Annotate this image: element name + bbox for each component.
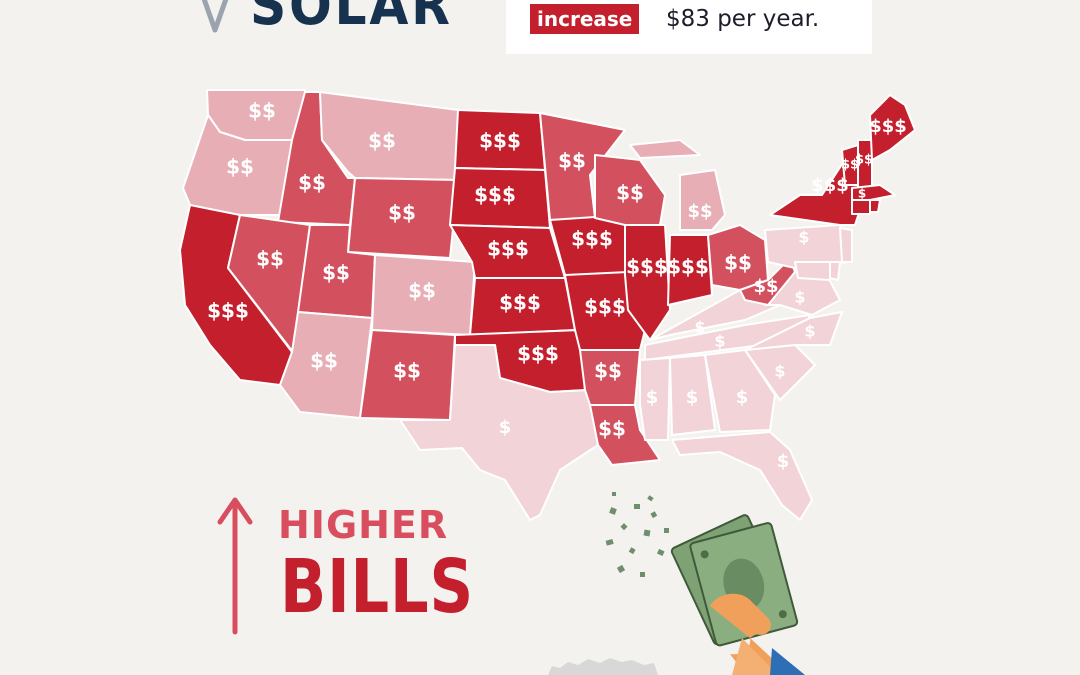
state-md (794, 261, 831, 281)
state-label-il: $$$ (626, 255, 668, 279)
state-label-mi: $$ (687, 201, 712, 222)
state-label-ma: $ (858, 187, 866, 201)
state-label-ky: $ (694, 318, 705, 337)
state-label-sc: $ (774, 362, 785, 381)
labels-layer: $$$$$$$$$$$$$$$$$$$$$$$$$$$$$$$$$$$$$$$$… (207, 99, 907, 473)
state-label-sd: $$$ (474, 183, 516, 207)
state-ma (851, 184, 896, 201)
state-label-al: $ (686, 387, 699, 408)
state-label-ut: $$ (322, 261, 350, 285)
state-mi (629, 139, 726, 231)
state-label-id: $$ (298, 171, 326, 195)
state-wv (739, 257, 796, 306)
state-label-ar: $$ (594, 359, 622, 383)
state-label-wa: $$ (248, 99, 276, 123)
state-label-va: $ (794, 288, 805, 307)
states-layer (179, 89, 916, 521)
state-label-ia: $$$ (571, 227, 613, 251)
state-de (829, 261, 841, 281)
state-ct (851, 199, 871, 215)
state-label-nv: $$ (256, 247, 284, 271)
state-label-or: $$ (226, 155, 254, 179)
hand (710, 593, 805, 675)
state-ms (639, 357, 671, 441)
state-label-az: $$ (310, 349, 338, 373)
state-la (589, 404, 661, 466)
state-label-pa: $ (798, 228, 809, 247)
state-label-mo: $$$ (584, 295, 626, 319)
up-arrow-icon (217, 497, 253, 635)
state-label-ny: $$$ (811, 175, 849, 196)
state-al (669, 354, 716, 436)
state-label-wy: $$ (388, 201, 416, 225)
state-label-la: $$ (598, 417, 626, 441)
state-label-wi: $$ (616, 181, 644, 205)
state-label-mt: $$ (368, 129, 396, 153)
state-label-ok: $$$ (517, 342, 559, 366)
state-label-me: $$$ (869, 116, 907, 137)
state-tx (399, 344, 599, 521)
state-fl (671, 431, 813, 521)
state-ga (704, 349, 776, 433)
state-label-ga: $ (736, 387, 749, 408)
bills-label: BILLS (280, 544, 474, 630)
state-label-ms: $ (646, 387, 659, 408)
state-nc (744, 311, 843, 351)
state-in (667, 234, 713, 306)
state-label-in: $$$ (667, 255, 709, 279)
state-label-wv: $$ (753, 276, 778, 297)
info-text: $83 per year. (666, 6, 820, 32)
state-label-ks: $$$ (499, 291, 541, 315)
state-label-oh: $$ (724, 251, 752, 275)
state-label-mn: $$ (558, 149, 586, 173)
state-label-fl: $ (777, 451, 790, 472)
state-label-ne: $$$ (487, 237, 529, 261)
increase-badge: increase (530, 4, 640, 34)
state-label-tx: $ (499, 417, 512, 438)
higher-label: HIGHER (278, 503, 449, 547)
page-title: SOLAR (250, 0, 453, 38)
paper-confetti (605, 492, 669, 577)
cash-bills (670, 514, 799, 647)
torn-paper-decoration (548, 658, 658, 675)
state-me (869, 94, 916, 161)
down-arrow-icon (201, 0, 229, 33)
state-label-nc: $ (804, 322, 815, 341)
state-label-co: $$ (408, 279, 436, 303)
state-ri (869, 199, 881, 213)
state-label-nm: $$ (393, 359, 421, 383)
state-label-ca: $$$ (207, 299, 249, 323)
money-hand-illustration (605, 492, 805, 675)
state-nj (839, 227, 853, 263)
state-label-nd: $$$ (479, 129, 521, 153)
info-box: increase $83 per year. (506, 0, 872, 54)
state-label-vt: $$ (841, 158, 859, 173)
state-label-nh: $$ (855, 153, 873, 168)
state-label-tn: $ (714, 332, 725, 351)
